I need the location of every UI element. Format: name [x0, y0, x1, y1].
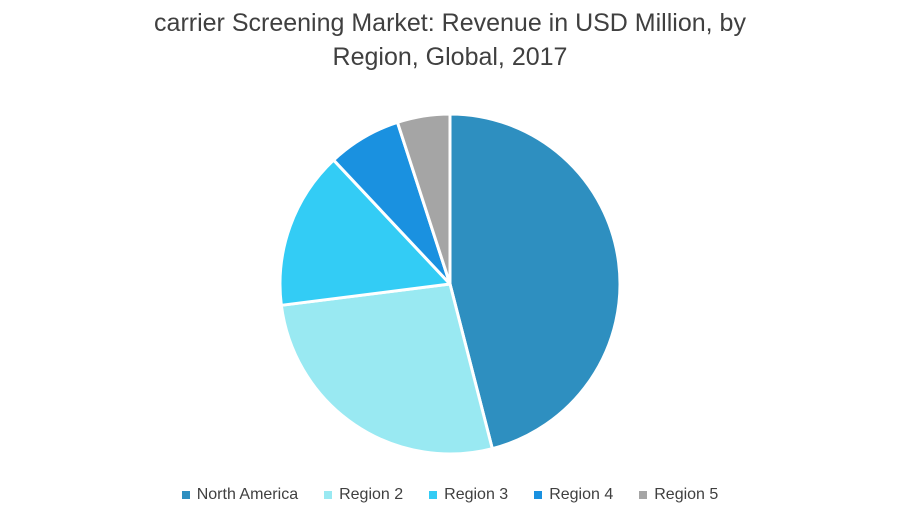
- legend-label-region-4: Region 4: [549, 486, 614, 503]
- legend-label-region-2: Region 2: [339, 486, 404, 503]
- legend-swatch-region-4: [534, 491, 543, 499]
- pie-slice-region-5: [395, 112, 452, 286]
- legend-label-region-5: Region 5: [654, 486, 719, 503]
- legend-swatch-north-america: [181, 491, 190, 499]
- pie-slice-region-2: [279, 282, 494, 456]
- legend-item-region-5: Region 5: [639, 486, 718, 504]
- legend-swatch-region-2: [324, 491, 333, 499]
- chart-legend: North America Region 2 Region 3 Region 4 Reg…: [0, 484, 900, 506]
- chart-title-line-2: Region, Global, 2017: [332, 43, 568, 71]
- legend-item-north-america: North America: [181, 486, 299, 504]
- pie-slice-region-3: [278, 158, 452, 307]
- legend-item-region-3: Region 3: [429, 486, 508, 504]
- legend-label-region-3: Region 3: [444, 486, 509, 503]
- pie-slice-north-america: [448, 112, 622, 451]
- legend-item-region-4: Region 4: [534, 486, 613, 504]
- chart-title-line-1: carrier Screening Market: Revenue in USD…: [154, 9, 746, 37]
- legend-swatch-region-3: [429, 491, 438, 499]
- chart-title: carrier Screening Market: Revenue in USD…: [100, 6, 800, 74]
- legend-item-region-2: Region 2: [324, 486, 403, 504]
- legend-label-north-america: North America: [196, 486, 299, 503]
- legend-swatch-region-5: [639, 491, 648, 499]
